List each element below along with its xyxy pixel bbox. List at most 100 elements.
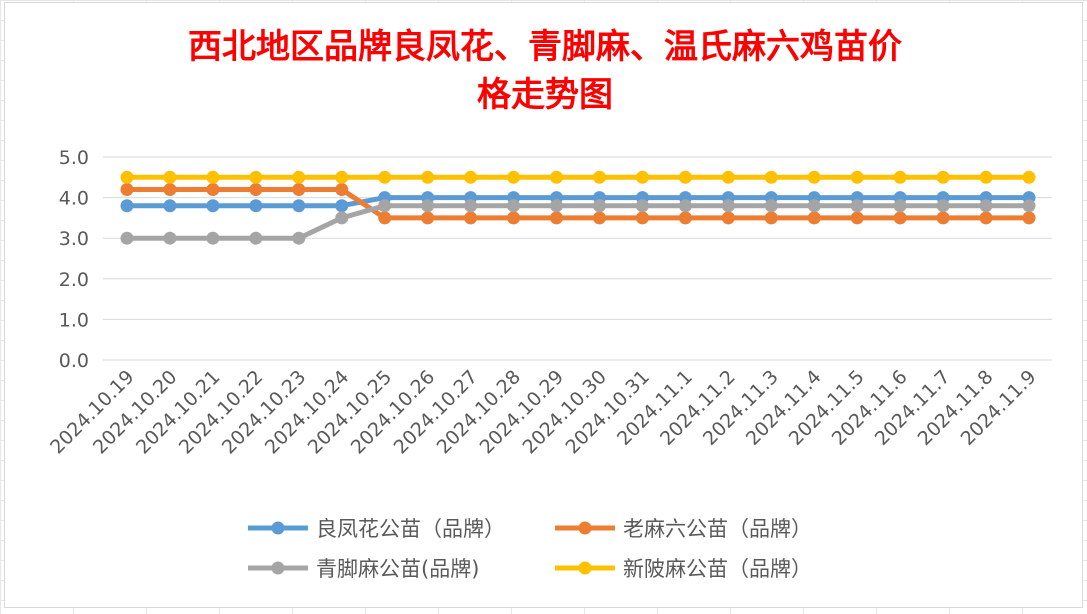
series-1 [120, 182, 1036, 225]
series-line [127, 195, 1029, 209]
data-point [335, 199, 349, 213]
data-point [979, 199, 993, 213]
data-point [635, 170, 649, 184]
y-tick-label: 0.0 [59, 350, 89, 372]
data-point [120, 231, 134, 245]
data-point [378, 211, 392, 225]
data-point [335, 182, 349, 196]
data-point [163, 199, 177, 213]
legend-swatch-marker [578, 561, 592, 575]
data-point [721, 170, 735, 184]
data-point [464, 211, 478, 225]
data-point [335, 170, 349, 184]
data-point [936, 199, 950, 213]
data-point [249, 182, 263, 196]
data-point [721, 199, 735, 213]
data-point [464, 199, 478, 213]
legend-swatch-marker [271, 521, 285, 535]
data-point [421, 199, 435, 213]
series-3 [120, 170, 1036, 184]
data-point [592, 199, 606, 213]
data-point [120, 199, 134, 213]
legend-swatch-marker [271, 561, 285, 575]
data-point [550, 170, 564, 184]
data-point [764, 211, 778, 225]
data-point [206, 170, 220, 184]
x-axis-ticks: 2024.10.192024.10.202024.10.212024.10.22… [46, 366, 1040, 458]
data-point [1022, 211, 1036, 225]
chart-title-line-1: 西北地区品牌良凤花、青脚麻、温氏麻六鸡苗价 [188, 27, 902, 67]
data-point [764, 199, 778, 213]
chart-title-line-2: 格走势图 [477, 75, 613, 115]
data-point [592, 170, 606, 184]
legend-label: 老麻六公苗（品牌） [623, 517, 812, 541]
data-point [292, 199, 306, 213]
data-point [507, 211, 521, 225]
data-point [206, 199, 220, 213]
data-point [120, 170, 134, 184]
data-point [807, 199, 821, 213]
data-point [163, 231, 177, 245]
data-point [678, 199, 692, 213]
data-point [292, 182, 306, 196]
data-point [721, 211, 735, 225]
legend-label: 青脚麻公苗(品牌) [316, 557, 479, 581]
data-point [292, 170, 306, 184]
data-point [120, 182, 134, 196]
series-line [127, 186, 1029, 221]
legend: 良凤花公苗（品牌） 老麻六公苗（品牌） 青脚麻公苗(品牌) 新陂麻公苗（品牌） [248, 517, 812, 581]
data-point [249, 199, 263, 213]
data-point [421, 211, 435, 225]
data-point [1022, 199, 1036, 213]
series-lines [120, 170, 1036, 245]
data-point [249, 170, 263, 184]
y-tick-label: 2.0 [59, 269, 89, 291]
data-point [292, 231, 306, 245]
y-tick-label: 1.0 [59, 309, 89, 331]
data-point [850, 199, 864, 213]
data-point [335, 211, 349, 225]
series-line [127, 203, 1029, 241]
data-point [550, 199, 564, 213]
y-tick-label: 5.0 [59, 147, 89, 169]
data-point [678, 211, 692, 225]
data-point [421, 170, 435, 184]
data-point [378, 199, 392, 213]
series-2 [120, 199, 1036, 245]
data-point [807, 211, 821, 225]
legend-swatch-marker [578, 521, 592, 535]
data-point [678, 170, 692, 184]
data-point [850, 211, 864, 225]
data-point [206, 182, 220, 196]
data-point [507, 170, 521, 184]
data-point [464, 170, 478, 184]
data-point [893, 170, 907, 184]
chart-area[interactable] [4, 2, 1083, 608]
data-point [163, 170, 177, 184]
legend-item: 老麻六公苗（品牌） [555, 517, 812, 541]
legend-item: 新陂麻公苗（品牌） [555, 557, 812, 581]
chart-title: 西北地区品牌良凤花、青脚麻、温氏麻六鸡苗价 格走势图 [188, 27, 902, 115]
data-point [936, 211, 950, 225]
data-point [1022, 170, 1036, 184]
legend-item: 青脚麻公苗(品牌) [248, 557, 479, 581]
data-point [979, 170, 993, 184]
data-point [592, 211, 606, 225]
data-point [850, 170, 864, 184]
data-point [893, 199, 907, 213]
data-point [163, 182, 177, 196]
legend-label: 良凤花公苗（品牌） [316, 517, 505, 541]
y-tick-label: 4.0 [59, 188, 89, 210]
data-point [635, 199, 649, 213]
data-point [807, 170, 821, 184]
data-point [378, 170, 392, 184]
data-point [206, 231, 220, 245]
data-point [764, 170, 778, 184]
data-point [936, 170, 950, 184]
y-axis-ticks: 0.0 1.0 2.0 3.0 4.0 5.0 [59, 147, 89, 372]
data-point [979, 211, 993, 225]
legend-item: 良凤花公苗（品牌） [248, 517, 505, 541]
data-point [550, 211, 564, 225]
y-tick-label: 3.0 [59, 228, 89, 250]
